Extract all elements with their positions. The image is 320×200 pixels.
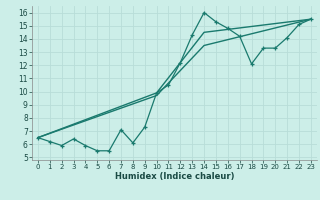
X-axis label: Humidex (Indice chaleur): Humidex (Indice chaleur) <box>115 172 234 181</box>
